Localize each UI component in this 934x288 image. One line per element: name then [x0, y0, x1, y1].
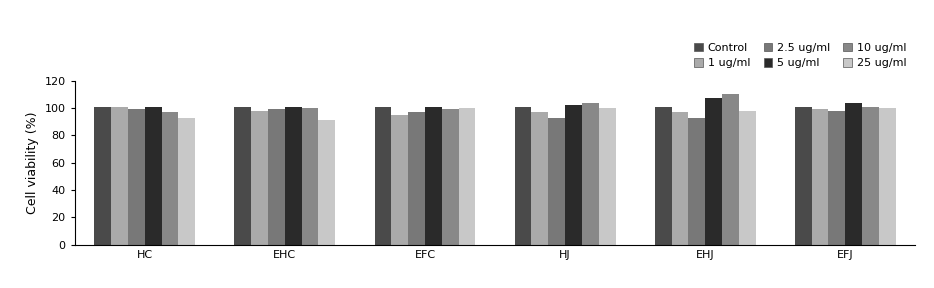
- Bar: [391, 115, 408, 245]
- Bar: [375, 107, 391, 245]
- Legend: Control, 1 ug/ml, 2.5 ug/ml, 5 ug/ml, 10 ug/ml, 25 ug/ml: Control, 1 ug/ml, 2.5 ug/ml, 5 ug/ml, 10…: [691, 39, 910, 72]
- Bar: [251, 111, 268, 245]
- Bar: [111, 107, 128, 245]
- Bar: [442, 109, 459, 245]
- Bar: [178, 118, 195, 245]
- Bar: [94, 107, 111, 245]
- Bar: [285, 107, 302, 245]
- Bar: [531, 112, 548, 245]
- Bar: [425, 107, 442, 245]
- Bar: [268, 109, 285, 245]
- Bar: [582, 103, 599, 245]
- Bar: [599, 108, 616, 245]
- Bar: [862, 107, 879, 245]
- Bar: [145, 107, 162, 245]
- Bar: [234, 107, 251, 245]
- Bar: [879, 108, 896, 245]
- Bar: [565, 105, 582, 245]
- Bar: [722, 94, 739, 245]
- Bar: [515, 107, 531, 245]
- Y-axis label: Cell viability (%): Cell viability (%): [26, 111, 39, 214]
- Bar: [302, 108, 318, 245]
- Bar: [459, 108, 475, 245]
- Bar: [688, 118, 705, 245]
- Bar: [128, 109, 145, 245]
- Bar: [548, 118, 565, 245]
- Bar: [739, 111, 756, 245]
- Bar: [162, 112, 178, 245]
- Bar: [705, 98, 722, 245]
- Bar: [408, 112, 425, 245]
- Bar: [812, 109, 828, 245]
- Bar: [845, 103, 862, 245]
- Bar: [318, 120, 335, 245]
- Bar: [672, 112, 688, 245]
- Bar: [828, 111, 845, 245]
- Bar: [795, 107, 812, 245]
- Bar: [655, 107, 672, 245]
